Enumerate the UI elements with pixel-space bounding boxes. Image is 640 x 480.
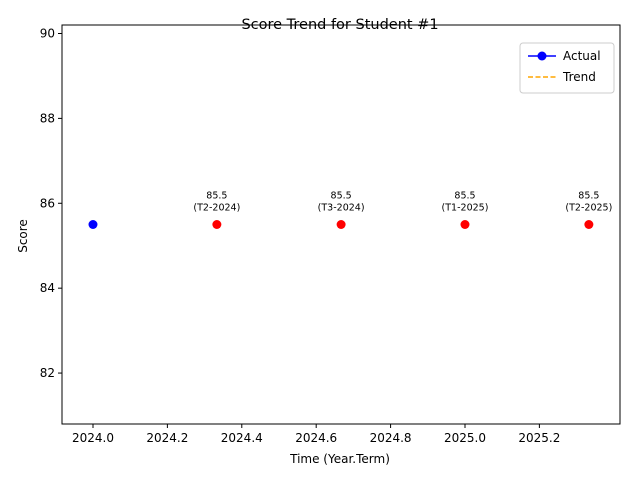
y-tick-label: 88 <box>40 111 55 125</box>
data-point <box>212 220 222 229</box>
data-label-term: (T3-2024) <box>318 203 365 214</box>
data-point <box>336 220 346 229</box>
y-tick-label: 90 <box>40 26 55 40</box>
plot-area: 85.5(T2-2024)85.5(T3-2024)85.5(T1-2025)8… <box>88 191 612 229</box>
x-tick-label: 2024.8 <box>370 431 412 445</box>
legend-label: Actual <box>563 49 601 63</box>
legend: Actual Trend <box>519 42 615 94</box>
actual-data-point <box>88 220 98 229</box>
y-tick-label: 86 <box>40 196 55 210</box>
data-label-value: 85.5 <box>206 191 227 202</box>
data-label-term: (T2-2024) <box>193 203 240 214</box>
y-tick-label: 82 <box>40 366 55 380</box>
x-tick-label: 2024.4 <box>221 431 263 445</box>
axes-frame <box>61 24 621 425</box>
y-axis-label: Score <box>16 219 30 253</box>
x-axis-label: Time (Year.Term) <box>289 452 390 466</box>
x-tick-label: 2025.2 <box>518 431 560 445</box>
x-tick-label: 2025.0 <box>444 431 486 445</box>
data-label-term: (T2-2025) <box>565 203 612 214</box>
data-label-value: 85.5 <box>454 191 475 202</box>
x-tick-label: 2024.0 <box>72 431 114 445</box>
x-tick-label: 2024.2 <box>146 431 188 445</box>
data-label-value: 85.5 <box>578 191 599 202</box>
data-point <box>584 220 594 229</box>
x-tick-label: 2024.6 <box>295 431 337 445</box>
data-label-term: (T1-2025) <box>442 203 489 214</box>
legend-label: Trend <box>562 70 596 84</box>
data-point <box>460 220 470 229</box>
legend-actual-marker <box>537 51 547 61</box>
data-label-value: 85.5 <box>331 191 352 202</box>
y-tick-label: 84 <box>40 281 55 295</box>
